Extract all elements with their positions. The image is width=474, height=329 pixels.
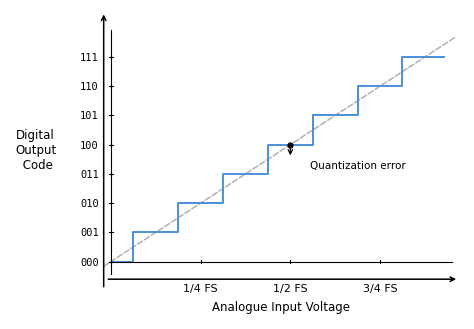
Text: Quantization error: Quantization error xyxy=(310,161,406,171)
X-axis label: Analogue Input Voltage: Analogue Input Voltage xyxy=(212,301,350,314)
Y-axis label: Digital
Output
 Code: Digital Output Code xyxy=(15,129,56,172)
